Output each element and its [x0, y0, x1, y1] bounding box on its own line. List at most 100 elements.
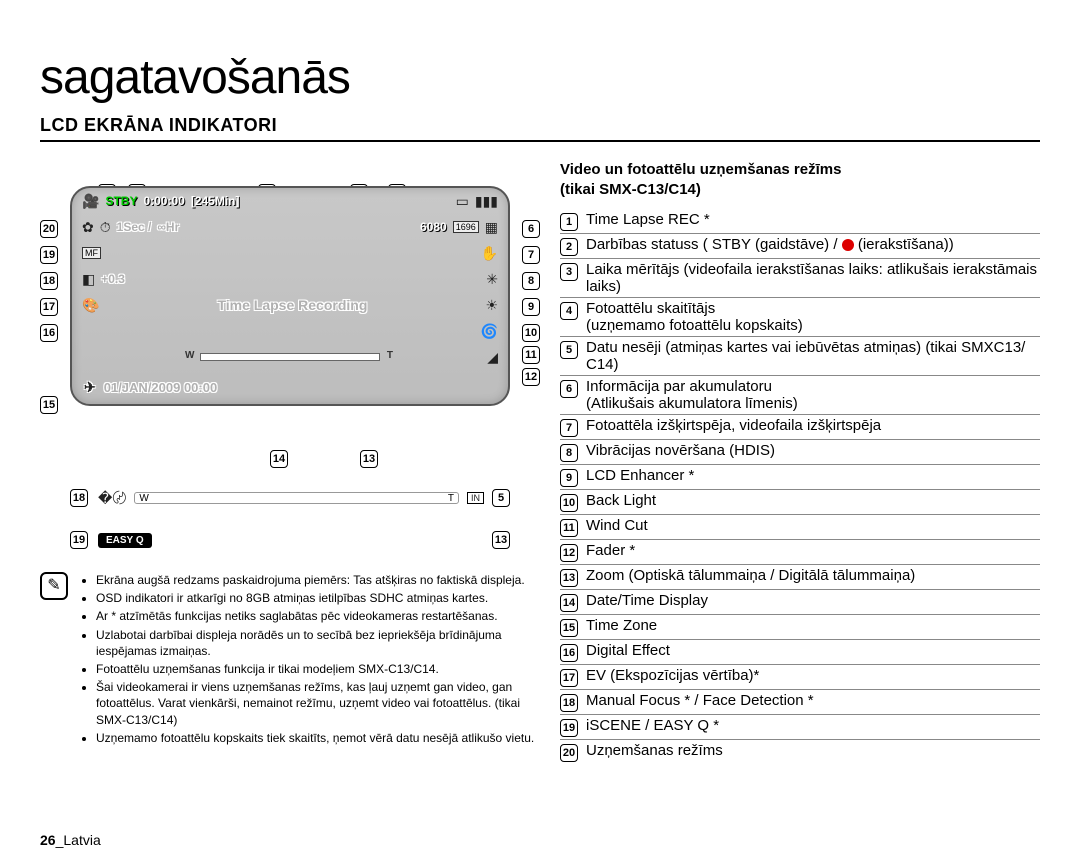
indicator-row: 5 Datu nesēji (atmiņas kartes vai iebūvēt…: [560, 337, 1040, 376]
in-icon: IN: [467, 492, 484, 504]
callout-15: 15: [40, 396, 58, 414]
hand-icon: ✋: [481, 245, 498, 262]
indicator-text: EV (Ekspozīcijas vērtība)*: [586, 667, 1040, 684]
indicator-row: 14 Date/Time Display: [560, 590, 1040, 615]
callout-6: 6: [522, 220, 540, 238]
indicator-list: 1Time Lapse REC * 2 Darbības statuss ( STB…: [560, 209, 1040, 764]
resolution-icon: 1696: [453, 221, 479, 233]
right-heading: Video un fotoattēlu uzņemšanas režīms (t…: [560, 160, 1040, 199]
notes-list: Ekrāna augšā redzams paskaidrojuma piemē…: [78, 572, 540, 748]
date-value: 01/JAN/2009 00:00: [104, 380, 217, 395]
battery-icon: ▮▮▮: [475, 193, 498, 210]
grid-icon: ▦: [485, 219, 498, 236]
note-icon: ✎: [40, 572, 68, 600]
page-number: 26_Latvia: [40, 832, 101, 848]
indicator-row: 9 LCD Enhancer *: [560, 465, 1040, 490]
plane-icon: ✈: [84, 379, 96, 396]
indicator-number: 5: [560, 341, 578, 359]
indicator-number: 7: [560, 419, 578, 437]
center-message: Time Lapse Recording: [217, 297, 367, 313]
indicator-number: 9: [560, 469, 578, 487]
interval-label: 1Sec /: [117, 220, 152, 234]
mf-icon: MF: [82, 247, 101, 259]
callout-13b: 13: [492, 531, 510, 549]
callout-18: 18: [40, 272, 58, 290]
indicator-number: 4: [560, 302, 578, 320]
callout-16: 16: [40, 324, 58, 342]
indicator-text: Datu nesēji (atmiņas kartes vai iebūvēta…: [586, 339, 1040, 373]
indicator-row: 4Fotoattēlu skaitītājs(uzņemamo fotoattē…: [560, 298, 1040, 337]
indicator-text: Manual Focus * / Face Detection *: [586, 692, 1040, 709]
indicator-row: 2 Darbības statuss ( STBY (gaidstāve) / (…: [560, 234, 1040, 259]
right-column: Video un fotoattēlu uzņemšanas režīms (t…: [560, 160, 1040, 764]
sub-bar-1: 18 �〄 W T IN 5: [40, 486, 540, 510]
windcut-icon: 🌀: [481, 323, 498, 340]
note-item: OSD indikatori ir atkarīgi no 8GB atmiņa…: [96, 590, 540, 606]
indicator-text: Uzņemšanas režīms: [586, 742, 1040, 759]
backlight-icon: ☀: [485, 297, 498, 314]
indicator-number: 14: [560, 594, 578, 612]
callout-12: 12: [522, 368, 540, 386]
indicator-row: 20 Uzņemšanas režīms: [560, 740, 1040, 764]
note-item: Ekrāna augšā redzams paskaidrojuma piemē…: [96, 572, 540, 588]
indicator-text: Vibrācijas novēršana (HDIS): [586, 442, 1040, 459]
callout-13: 13: [360, 450, 378, 468]
callout-17: 17: [40, 298, 58, 316]
indicator-text: Informācija par akumulatoru(Atlikušais a…: [586, 378, 1040, 412]
ev-value: +0.3: [101, 272, 125, 286]
enhancer-icon: ✳: [486, 271, 498, 288]
indicator-row: 15Time Zone: [560, 615, 1040, 640]
focus-bracket-icon: �〄: [98, 488, 126, 508]
page-number-value: 26: [40, 832, 56, 848]
zoom-bar: [200, 353, 380, 361]
indicator-row: 7 Fotoattēla izšķirtspēja, videofaila izš…: [560, 415, 1040, 440]
callout-20: 20: [40, 220, 58, 238]
fader-icon: ◢: [487, 349, 498, 366]
callout-7: 7: [522, 246, 540, 264]
callout-11: 11: [522, 346, 540, 364]
callout-5b: 5: [492, 489, 510, 507]
stby-label: STBY: [105, 194, 137, 208]
indicator-row: 10Back Light: [560, 490, 1040, 515]
indicator-row: 11Wind Cut: [560, 515, 1040, 540]
sub-bar-2: 19 EASY Q 13: [40, 528, 540, 552]
indicator-row: 18Manual Focus * / Face Detection *: [560, 690, 1040, 715]
lcd-screen: 🎥 STBY 0:00:00 [245Min] ▭ ▮▮▮ ✿ ⏱ 1Sec /…: [70, 186, 510, 406]
easyq-badge: EASY Q: [98, 533, 152, 548]
indicator-text: Zoom (Optiskā tālummaiņa / Digitālā tālu…: [586, 567, 1040, 584]
page-region: Latvia: [63, 832, 100, 848]
indicator-number: 20: [560, 744, 578, 762]
indicator-text: LCD Enhancer *: [586, 467, 1040, 484]
note-item: Ar * atzīmētās funkcijas netiks saglabāt…: [96, 608, 540, 624]
indicator-text: Darbības statuss ( STBY (gaidstāve) / (i…: [586, 236, 1040, 253]
callout-8: 8: [522, 272, 540, 290]
right-heading-line1: Video un fotoattēlu uzņemšanas režīms: [560, 161, 841, 178]
left-column: 1 2 3 4 5 20 19 18 17 16 15 6 7 8 9 10 1…: [40, 160, 540, 764]
notes-block: ✎ Ekrāna augšā redzams paskaidrojuma pie…: [40, 572, 540, 748]
indicator-row: 12Fader *: [560, 540, 1040, 565]
indicator-text: Fader *: [586, 542, 1040, 559]
timer-value: 0:00:00: [143, 194, 184, 208]
indicator-number: 11: [560, 519, 578, 537]
note-item: Uzņemamo fotoattēlu kopskaits tiek skait…: [96, 730, 540, 746]
callout-19b: 19: [70, 531, 88, 549]
indicator-text: Fotoattēla izšķirtspēja, videofaila izšķ…: [586, 417, 1040, 434]
indicator-text: Back Light: [586, 492, 1040, 509]
camcorder-icon: 🎥: [82, 193, 99, 210]
ev-icon: ◧: [82, 271, 95, 288]
card-icon: ▭: [456, 193, 469, 210]
indicator-number: 15: [560, 619, 578, 637]
indicator-number: 6: [560, 380, 578, 398]
indicator-number: 2: [560, 238, 578, 256]
indicator-row: 6 Informācija par akumulatoru(Atlikušais …: [560, 376, 1040, 415]
indicator-number: 13: [560, 569, 578, 587]
indicator-row: 13 Zoom (Optiskā tālummaiņa / Digitālā tā…: [560, 565, 1040, 590]
indicator-row: 1Time Lapse REC *: [560, 209, 1040, 234]
indicator-text: Date/Time Display: [586, 592, 1040, 609]
indicator-text: Digital Effect: [586, 642, 1040, 659]
indicator-text: iSCENE / EASY Q *: [586, 717, 1040, 734]
page-title: sagatavošanās: [40, 50, 1040, 105]
indicator-text: Laika mērītājs (videofaila ierakstīšanas…: [586, 261, 1040, 295]
indicator-number: 16: [560, 644, 578, 662]
section-title: LCD EKRĀNA INDIKATORI: [40, 115, 1040, 142]
